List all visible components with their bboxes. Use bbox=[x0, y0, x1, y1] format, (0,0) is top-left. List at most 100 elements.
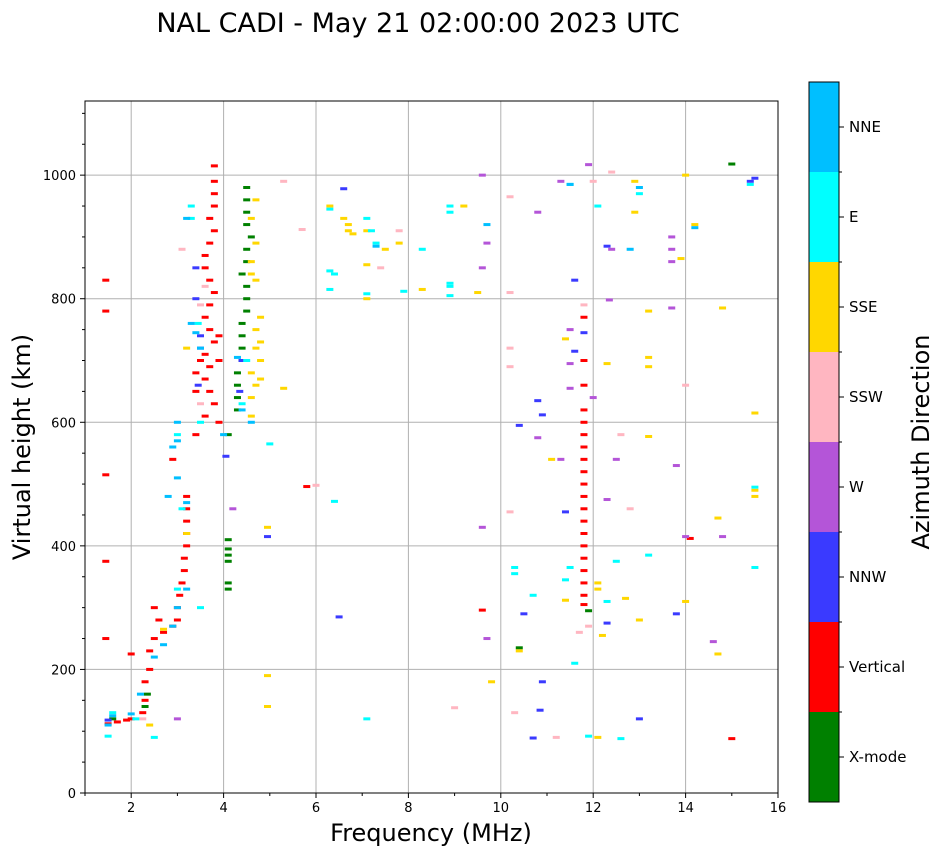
data-point bbox=[243, 210, 251, 214]
data-point bbox=[252, 278, 260, 282]
data-point bbox=[566, 565, 574, 569]
data-point bbox=[751, 485, 759, 489]
data-point bbox=[247, 396, 255, 400]
data-point bbox=[178, 247, 186, 251]
data-point bbox=[566, 362, 574, 366]
data-point bbox=[506, 365, 514, 369]
data-point bbox=[104, 734, 112, 738]
data-point bbox=[580, 494, 588, 498]
y-axis-label: Virtual height (km) bbox=[8, 334, 36, 560]
data-point bbox=[224, 553, 232, 557]
colorbar-frame bbox=[808, 81, 840, 803]
data-point bbox=[603, 498, 611, 502]
data-point bbox=[183, 544, 191, 548]
data-point bbox=[243, 260, 251, 264]
data-point bbox=[580, 544, 588, 548]
data-point bbox=[178, 581, 186, 585]
colorbar-segment bbox=[809, 622, 839, 712]
data-point bbox=[335, 615, 343, 619]
data-point bbox=[243, 223, 251, 227]
data-point bbox=[566, 328, 574, 332]
data-point bbox=[109, 711, 117, 715]
data-point bbox=[155, 618, 163, 622]
data-point bbox=[372, 244, 380, 248]
data-point bbox=[183, 346, 191, 350]
data-point bbox=[478, 525, 486, 529]
data-point bbox=[603, 362, 611, 366]
data-point bbox=[113, 720, 121, 724]
data-point bbox=[580, 359, 588, 362]
data-point bbox=[169, 624, 177, 628]
data-point bbox=[201, 315, 209, 319]
data-point bbox=[197, 359, 204, 362]
data-point bbox=[183, 587, 191, 591]
data-point bbox=[605, 298, 613, 302]
data-point bbox=[672, 612, 680, 616]
data-point bbox=[192, 297, 200, 301]
data-point bbox=[446, 204, 454, 208]
data-point bbox=[709, 640, 717, 644]
data-point bbox=[326, 287, 334, 291]
colorbar-tick-label: X-mode bbox=[849, 748, 906, 766]
data-point bbox=[529, 736, 537, 740]
data-point bbox=[252, 241, 260, 245]
data-point bbox=[751, 488, 759, 492]
data-point bbox=[534, 210, 542, 214]
data-point bbox=[224, 547, 232, 551]
data-point bbox=[585, 734, 593, 738]
data-point bbox=[589, 179, 597, 183]
data-point bbox=[603, 599, 611, 603]
data-point bbox=[243, 309, 251, 313]
data-point bbox=[580, 408, 588, 412]
data-point bbox=[682, 599, 690, 603]
data-point bbox=[418, 287, 426, 291]
data-point bbox=[192, 266, 200, 270]
series-nne bbox=[104, 182, 699, 727]
data-point bbox=[511, 572, 519, 576]
data-point bbox=[160, 643, 168, 647]
y-tick-label: 800 bbox=[51, 293, 76, 308]
data-point bbox=[183, 216, 191, 220]
data-point bbox=[257, 377, 265, 381]
x-tick-label: 2 bbox=[127, 801, 135, 816]
data-point bbox=[136, 692, 144, 696]
colorbar-segment bbox=[809, 82, 839, 172]
data-point bbox=[210, 402, 218, 406]
data-point bbox=[580, 581, 588, 585]
data-point bbox=[635, 717, 643, 721]
data-point bbox=[187, 216, 195, 220]
data-point bbox=[478, 173, 486, 177]
data-point bbox=[326, 269, 334, 273]
data-point bbox=[127, 717, 135, 721]
data-point bbox=[197, 334, 204, 338]
data-point bbox=[330, 272, 338, 276]
data-point bbox=[631, 179, 639, 183]
data-point bbox=[751, 411, 759, 415]
data-point bbox=[645, 365, 653, 369]
x-tick-label: 14 bbox=[677, 801, 694, 816]
data-point bbox=[247, 216, 255, 220]
data-point bbox=[160, 627, 168, 631]
data-point bbox=[183, 501, 191, 505]
data-point bbox=[206, 328, 214, 332]
data-point bbox=[183, 519, 191, 523]
data-point bbox=[751, 176, 759, 180]
data-point bbox=[536, 708, 544, 712]
data-point bbox=[201, 253, 209, 257]
data-point bbox=[192, 433, 200, 437]
data-point bbox=[123, 718, 131, 722]
data-point bbox=[446, 294, 454, 298]
x-tick-label: 12 bbox=[585, 801, 602, 816]
data-point bbox=[719, 535, 727, 539]
colorbar-tick-label: NNW bbox=[849, 568, 886, 586]
data-point bbox=[197, 346, 204, 350]
data-point bbox=[247, 420, 255, 424]
data-point bbox=[635, 192, 643, 196]
data-point bbox=[395, 229, 403, 233]
data-point bbox=[645, 434, 653, 438]
data-point bbox=[566, 182, 574, 186]
data-point bbox=[194, 321, 202, 325]
data-point bbox=[580, 532, 588, 535]
data-point bbox=[201, 266, 209, 270]
data-point bbox=[127, 652, 135, 656]
